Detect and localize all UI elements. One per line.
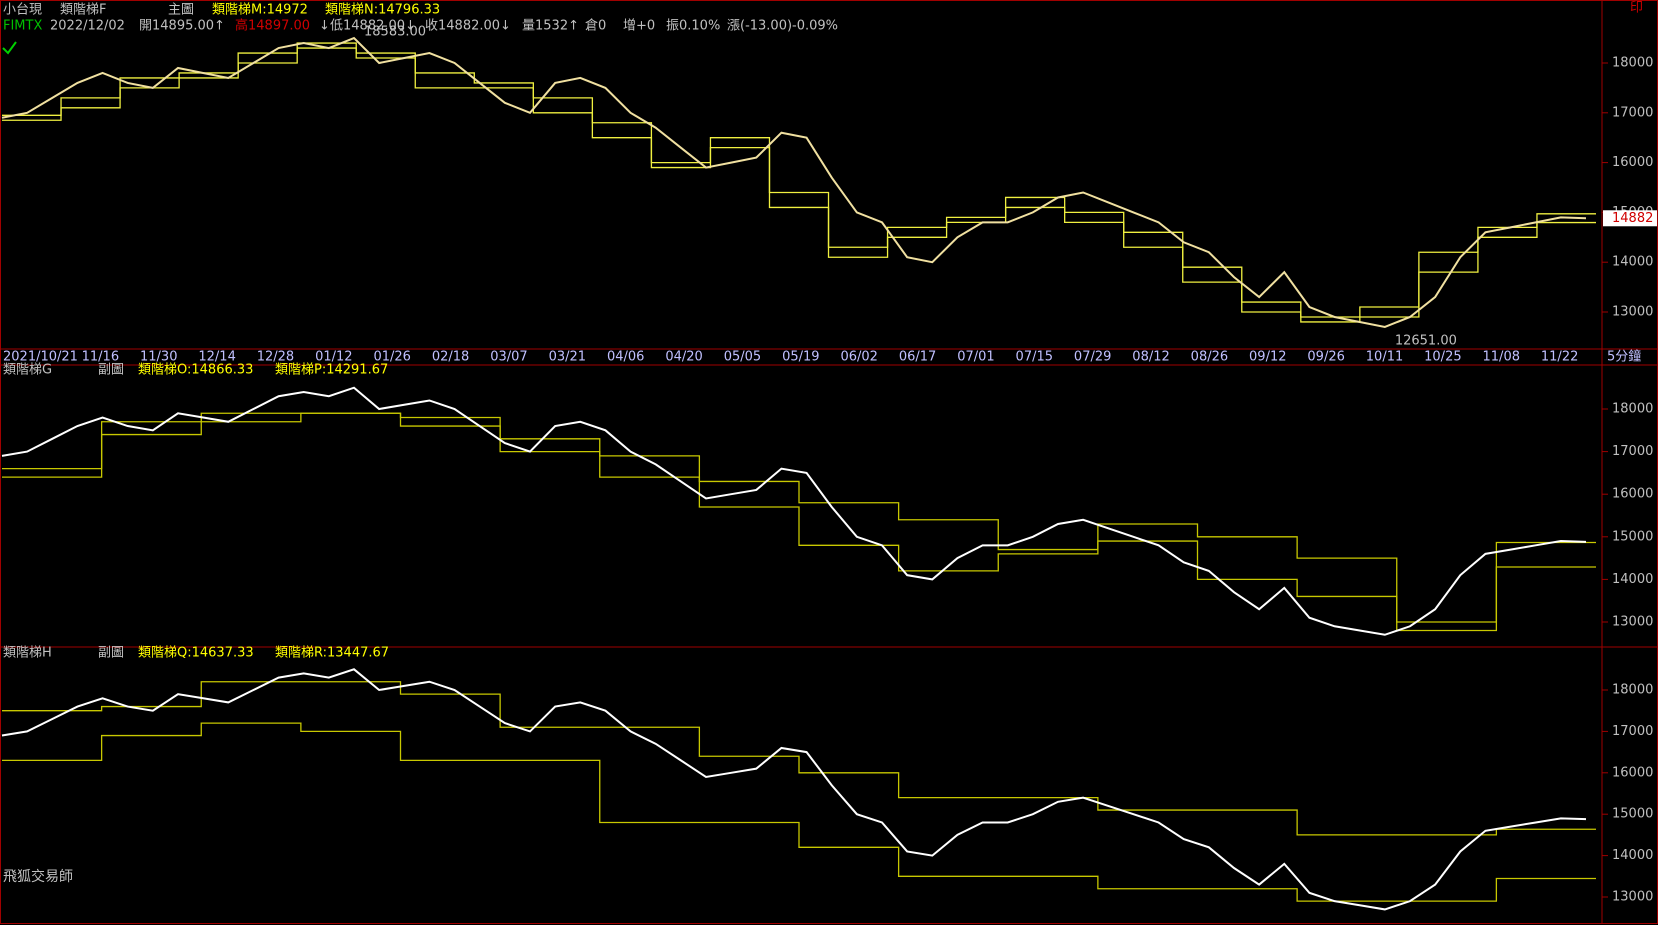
step-line: [2, 42, 1596, 318]
y-tick-label: 16000: [1612, 487, 1653, 502]
x-tick-label: 04/20: [665, 350, 702, 365]
y-tick-label: 17000: [1612, 105, 1653, 120]
y-tick-label: 18000: [1612, 56, 1653, 71]
y-tick-label: 17000: [1612, 444, 1653, 459]
price-line: [1, 36, 1587, 328]
y-tick-label: 18000: [1612, 402, 1653, 417]
indicator: 類階梯M:14972: [212, 3, 308, 18]
x-tick-label: 11/16: [82, 350, 119, 365]
y-tick-label: 15000: [1612, 529, 1653, 544]
price-line: [1, 668, 1587, 911]
product: 小台現: [3, 3, 42, 18]
quote-date: 2022/12/02: [50, 19, 125, 34]
quote-high: 高14897.00: [235, 18, 310, 34]
check-icon: [2, 41, 17, 55]
quote-arrow: ↓: [319, 19, 330, 34]
x-tick-label: 11/22: [1541, 350, 1578, 365]
indicator: 類階梯P:14291.67: [275, 363, 388, 378]
chart-name: 類階梯H: [3, 646, 52, 661]
high-annotation: 18583.00: [364, 25, 426, 40]
x-tick-label: 09/26: [1307, 350, 1344, 365]
x-tick-label: 07/01: [957, 350, 994, 365]
x-tick-label: 03/07: [490, 350, 527, 365]
quote-close: 收14882.00↓: [425, 19, 511, 34]
y-tick-label: 13000: [1612, 305, 1653, 320]
x-tick-label: 11/30: [140, 350, 177, 365]
quote-oi: 倉0: [585, 19, 606, 34]
quote-oi-change: 增+0: [623, 19, 655, 34]
y-tick-label: 15000: [1612, 807, 1653, 822]
x-tick-label: 10/11: [1366, 350, 1403, 365]
x-tick-label: 08/12: [1132, 350, 1169, 365]
x-tick-label: 04/06: [607, 350, 644, 365]
x-tick-label: 02/18: [432, 350, 469, 365]
indicator: 類階梯N:14796.33: [325, 3, 440, 18]
x-tick-label: 07/15: [1016, 350, 1053, 365]
step-line: [2, 722, 1596, 902]
x-tick-label: 11/08: [1483, 350, 1520, 365]
price-line: [1, 386, 1587, 636]
x-tick-label: 01/26: [373, 350, 410, 365]
y-tick-label: 18000: [1612, 683, 1653, 698]
x-tick-label: 05/05: [724, 350, 761, 365]
y-tick-label: 17000: [1612, 724, 1653, 739]
main-label: 主圖: [168, 3, 194, 18]
price-tag-label: 14882: [1612, 211, 1653, 226]
y-tick-label: 16000: [1612, 155, 1653, 170]
y-tick-label: 14000: [1612, 255, 1653, 270]
step-line: [2, 412, 1596, 632]
quote-open: 開14895.00↑: [139, 19, 225, 34]
x-tick-label: 03/21: [549, 350, 586, 365]
step-line: [2, 47, 1596, 323]
indicator: 類階梯O:14866.33: [138, 363, 253, 378]
x-tick-label: 01/12: [315, 350, 352, 365]
symbol: FIMTX: [3, 19, 42, 34]
sub-label: 副圖: [98, 363, 124, 378]
chart-name: 類階梯G: [3, 363, 52, 378]
y-tick-label: 16000: [1612, 765, 1653, 780]
low-annotation: 12651.00: [1395, 333, 1457, 348]
x-tick-label: 09/12: [1249, 350, 1286, 365]
quote-low: 低14882.00↓: [330, 19, 416, 34]
y-tick-label: 14000: [1612, 848, 1653, 863]
y-tick-label: 14000: [1612, 572, 1653, 587]
x-tick-label: 08/26: [1191, 350, 1228, 365]
y-tick-label: 13000: [1612, 890, 1653, 905]
footer: 飛狐交易師: [3, 868, 73, 885]
x-tick-label: 06/17: [899, 350, 936, 365]
price-tag: [1603, 210, 1657, 227]
x-tick-label: 12/14: [198, 350, 235, 365]
step-line: [2, 681, 1596, 836]
x-tick-label: 05/19: [782, 350, 819, 365]
quote-change: 漲(-13.00)-0.09%: [727, 19, 838, 34]
y-tick-label: 13000: [1612, 615, 1653, 630]
x-tick-label: 06/02: [840, 350, 877, 365]
period: 5分鐘: [1607, 349, 1641, 365]
x-tick-label: 07/29: [1074, 350, 1111, 365]
x-tick-label: 2021/10/21: [3, 350, 78, 365]
x-tick-label: 12/28: [257, 350, 294, 365]
print-button[interactable]: 印: [1630, 1, 1643, 16]
quote-volume: 量1532↑: [522, 19, 579, 34]
chart-name: 類階梯F: [60, 3, 106, 18]
sub-label: 副圖: [98, 646, 124, 661]
indicator: 類階梯Q:14637.33: [138, 646, 254, 661]
x-tick-label: 10/25: [1424, 350, 1461, 365]
indicator: 類階梯R:13447.67: [275, 646, 389, 661]
quote-amplitude: 振0.10%: [666, 19, 720, 34]
